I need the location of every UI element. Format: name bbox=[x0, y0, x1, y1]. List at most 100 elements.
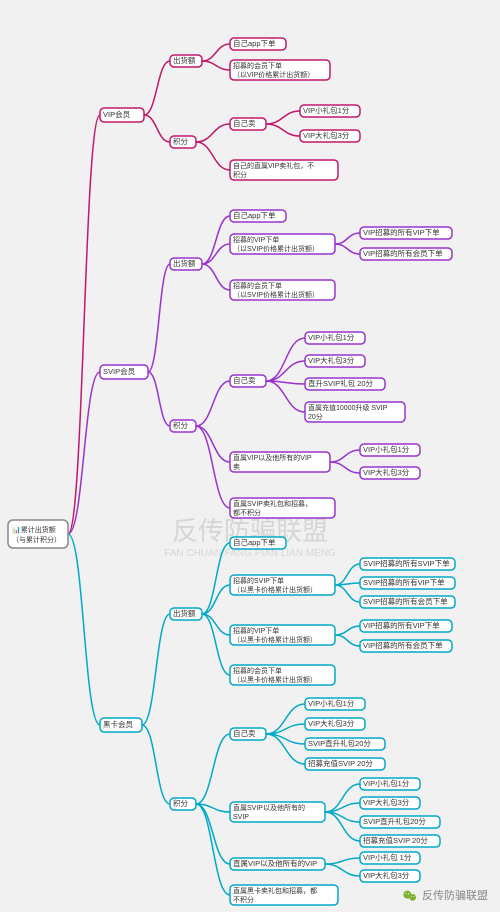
node-text: 积分 bbox=[173, 798, 188, 808]
node-text: 直属SVIP以及他所有的 bbox=[233, 803, 305, 812]
node-text: 直属充值10000升级 SVIP bbox=[308, 403, 388, 412]
node-text: VIP招募的所有VIP下单 bbox=[363, 227, 440, 237]
mindmap-canvas: 反传防骗联盟FAN CHUAN FANG PIAN LIAN MENG📊累计出货… bbox=[0, 0, 500, 912]
node-text: （以黑卡价格累计出货额） bbox=[233, 635, 317, 644]
tree-link bbox=[202, 585, 230, 614]
node-text: 自己app下单 bbox=[233, 537, 276, 547]
node-blk_jf_sv: 直属SVIP以及他所有的SVIP bbox=[230, 802, 325, 822]
tree-link bbox=[144, 115, 170, 142]
node-text: 不积分 bbox=[233, 895, 254, 904]
node-text: VIP小礼包1分 bbox=[303, 105, 350, 115]
node-blk_app: 自己app下单 bbox=[230, 537, 286, 549]
node-blk_chu_v2: VIP招募的所有会员下单 bbox=[360, 640, 452, 652]
tree-link bbox=[325, 864, 360, 876]
node-text: 自己卖 bbox=[233, 118, 256, 128]
node-text: 直升SVIP礼包 20分 bbox=[308, 378, 374, 388]
node-text: VIP会员 bbox=[103, 109, 131, 119]
node-text: 自己的直属VIP卖礼包，不 bbox=[233, 161, 314, 170]
node-text: VIP小礼包1分 bbox=[363, 778, 410, 788]
tree-link bbox=[142, 725, 170, 804]
node-text: 卖 bbox=[233, 463, 240, 471]
node-text: SVIP招募的所有会员下单 bbox=[363, 596, 448, 606]
node-text: 招募充值SVIP 20分 bbox=[363, 835, 428, 845]
node-text: SVIP招募的所有VIP下单 bbox=[363, 577, 445, 587]
wechat-icon bbox=[402, 888, 418, 904]
node-svip_chu3: 招募的会员下单（以SVIP价格累计出货额） bbox=[230, 280, 335, 300]
node-blk_chu_s: 招募的SVIP下单（以黑卡价格累计出货额） bbox=[230, 575, 335, 595]
node-blk_jf_zj1: VIP小礼包1分 bbox=[305, 698, 365, 710]
footer: 反传防骗联盟 bbox=[402, 887, 488, 904]
node-svip_jf_zj: 自己卖 bbox=[230, 375, 266, 387]
node-blk_jf_sv4: 招募充值SVIP 20分 bbox=[360, 835, 440, 847]
node-svip_jf_zj1: VIP小礼包1分 bbox=[305, 332, 365, 344]
tree-link bbox=[148, 372, 170, 426]
node-text: VIP招募的所有会员下单 bbox=[363, 640, 443, 650]
tree-link bbox=[330, 462, 360, 473]
node-blk_jf_sv1: VIP小礼包1分 bbox=[360, 778, 420, 790]
node-vip_jf_zj2: VIP大礼包3分 bbox=[300, 130, 360, 142]
tree-link bbox=[335, 564, 360, 585]
tree-link bbox=[68, 372, 100, 534]
node-blk_chu_v1: VIP招募的所有VIP下单 bbox=[360, 620, 452, 632]
node-text: VIP大礼包3分 bbox=[308, 718, 355, 728]
tree-link bbox=[335, 233, 360, 244]
tree-link bbox=[266, 381, 305, 412]
tree-link bbox=[196, 381, 230, 426]
node-text: VIP招募的所有VIP下单 bbox=[363, 620, 440, 630]
tree-link bbox=[330, 450, 360, 462]
node-text: SVIP直升礼包20分 bbox=[363, 816, 426, 826]
node-svip_jf: 积分 bbox=[170, 420, 196, 432]
node-text: （以VIP价格累计出货额） bbox=[233, 70, 314, 79]
tree-link bbox=[335, 635, 360, 646]
root-node: 📊累计出货额（与累计积分） bbox=[8, 520, 68, 548]
tree-link bbox=[335, 626, 360, 635]
node-text: 招募充值SVIP 20分 bbox=[308, 758, 373, 768]
node-text: VIP大礼包3分 bbox=[308, 355, 355, 365]
node-svip_jf_zs: 直属VIP以及他所有的VIP卖 bbox=[230, 452, 330, 472]
tree-link bbox=[148, 264, 170, 372]
tree-link bbox=[196, 426, 230, 508]
node-text: 20分 bbox=[308, 412, 323, 421]
node-blk_jf_v2: VIP大礼包3分 bbox=[360, 870, 420, 882]
tree-link bbox=[202, 264, 230, 290]
node-blk_chu_s3: SVIP招募的所有会员下单 bbox=[360, 596, 455, 608]
tree-link bbox=[325, 858, 360, 864]
node-svip_jf_zs1: VIP小礼包1分 bbox=[360, 444, 420, 456]
tree-link bbox=[202, 216, 230, 264]
node-vip_chu1: 自己app下单 bbox=[230, 38, 286, 50]
node-vip: VIP会员 bbox=[100, 108, 144, 122]
node-svip_jf_zs2: VIP大礼包3分 bbox=[360, 467, 420, 479]
tree-link bbox=[335, 244, 360, 254]
node-text: 自己app下单 bbox=[233, 210, 276, 220]
node-svip_chu1: 自己app下单 bbox=[230, 210, 286, 222]
node-svip_jf_zs3: 直属SVIP卖礼包和招募，都不积分 bbox=[230, 498, 335, 518]
tree-link bbox=[142, 614, 170, 725]
node-blk_jf_v: 直属VIP以及他所有的VIP bbox=[230, 858, 325, 870]
node-blk_chu_m: 招募的会员下单（以黑卡价格累计出货额） bbox=[230, 665, 335, 685]
tree-link bbox=[68, 534, 100, 725]
node-text: （以SVIP价格累计出货额） bbox=[233, 244, 319, 253]
node-text: 招募的VIP下单 bbox=[233, 235, 279, 244]
root-line1: 📊累计出货额 bbox=[12, 525, 56, 534]
tree-link bbox=[202, 61, 230, 70]
tree-link bbox=[68, 115, 100, 534]
node-text: VIP大礼包3分 bbox=[303, 130, 350, 140]
node-text: 招募的VIP下单 bbox=[233, 626, 279, 635]
node-blk_jf_zj4: 招募充值SVIP 20分 bbox=[305, 758, 385, 770]
tree-link bbox=[202, 244, 230, 264]
tree-link bbox=[196, 142, 230, 170]
node-blk_jf: 积分 bbox=[170, 798, 196, 810]
node-blk_chu: 出货额 bbox=[170, 608, 202, 620]
node-text: VIP大礼包3分 bbox=[363, 467, 410, 477]
node-blk_jf_sv2: VIP大礼包3分 bbox=[360, 797, 420, 809]
node-vip_chu2: 招募的会员下单（以VIP价格累计出货额） bbox=[230, 60, 330, 80]
node-text: VIP小礼包1分 bbox=[308, 698, 355, 708]
tree-link bbox=[196, 426, 230, 462]
node-svip_chu: 出货额 bbox=[170, 258, 202, 270]
node-text: 招募的SVIP下单 bbox=[233, 576, 284, 585]
node-text: 直属VIP以及他所有的VIP bbox=[233, 858, 317, 868]
node-text: 自己卖 bbox=[233, 728, 256, 738]
node-blk_jf_zj3: SVIP直升礼包20分 bbox=[305, 738, 385, 750]
node-svip_chu2b: VIP招募的所有会员下单 bbox=[360, 248, 452, 260]
tree-link bbox=[144, 61, 170, 115]
